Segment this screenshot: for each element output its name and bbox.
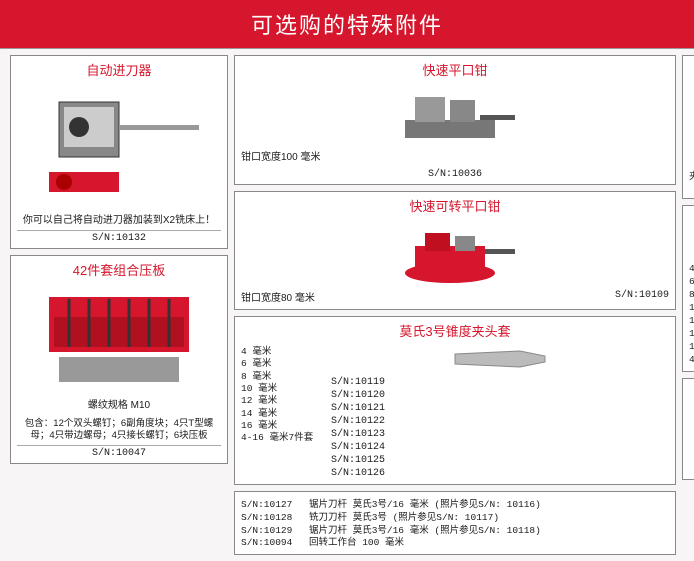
spec-size: 6 毫米 xyxy=(241,358,271,370)
card-title: 立铣刀 xyxy=(689,383,694,402)
spec-size: 10 毫米 xyxy=(241,383,277,395)
ref-text: 铣刀刀杆 莫氏3号 (照片参见S/N: 10117) xyxy=(309,512,499,525)
spec-size: 14 毫米 xyxy=(241,408,277,420)
product-image xyxy=(17,82,221,212)
sn-label: S/N:10122 xyxy=(331,415,385,428)
card-title: 快速可转平口钳 xyxy=(241,196,669,215)
sn-label: S/N:10120 xyxy=(331,389,385,402)
caption: 钳口宽度100 毫米 xyxy=(241,151,320,164)
card-title: 42件套组合压板 xyxy=(17,260,221,279)
spec-size: 4 毫米 xyxy=(241,346,271,358)
sn-label: S/N:10036 xyxy=(241,167,669,180)
spec-size: 12 毫米 xyxy=(241,395,277,407)
card-hss: HSS键槽铣刀 4 毫米S/N:10038 6 毫米S/N:10039 8 毫米… xyxy=(682,205,694,372)
card-vise-swivel: 快速可转平口钳 钳口宽度80 毫米 S/N:10109 xyxy=(234,191,676,310)
spec-list: 4 毫米S/N:10038 6 毫米S/N:10039 8 毫米S/N:1004… xyxy=(689,263,694,367)
sn-label: S/N:10121 xyxy=(331,402,385,415)
spec-size: 4 毫米 xyxy=(689,263,694,276)
sn-label: S/N:10046 xyxy=(689,464,694,475)
column-2: 快速平口钳 钳口宽度100 毫米 S/N:10036 快速可转平口钳 xyxy=(234,55,676,555)
columns: 自动进刀器 你可以自己将自动进刀器加装到X2铣床上！ S/N:10132 42件… xyxy=(0,49,694,561)
sn-label: S/N:10119 xyxy=(331,376,385,389)
sn-label: S/N:10125 xyxy=(331,454,385,467)
sn-label: S/N:10109 xyxy=(615,290,669,305)
spec-size: 8 毫米 xyxy=(689,289,694,302)
spec-size: 12 毫米 xyxy=(689,315,694,328)
card-title: 莫氏3号锥度夹头套 xyxy=(241,321,669,340)
card-title: 自动进刀器 xyxy=(17,60,221,79)
sn-list: S/N:10119 S/N:10120 S/N:10121 S/N:10122 … xyxy=(331,376,669,480)
size-list: 4 毫米 6 毫米 8 毫米 10 毫米 12 毫米 14 毫米 16 毫米 4… xyxy=(241,346,323,445)
page-title: 可选购的特殊附件 xyxy=(0,0,694,49)
card-refs: S/N:10127 锯片刀杆 莫氏3号/16 毫米 (照片参见S/N: 10116… xyxy=(234,491,676,555)
ref-text: 回转工作台 100 毫米 xyxy=(309,537,404,550)
card-collet-set: 弹性铣夹头套件 莫氏3号 夹头规格 4,6,8,10,12,14,16 毫米 S… xyxy=(682,55,694,199)
spec-size: 8 毫米 xyxy=(241,371,271,383)
product-image xyxy=(689,407,694,462)
spec-size: 14 毫米 xyxy=(689,328,694,341)
spec-size: 4-16 毫米7件套 xyxy=(689,354,694,367)
product-image xyxy=(331,345,669,373)
sn-label: S/N:10094 xyxy=(241,537,303,550)
card-morse-sleeve: 莫氏3号锥度夹头套 4 毫米 6 毫米 8 毫米 10 毫米 12 毫米 14 … xyxy=(234,316,676,485)
ref-text: 锯片刀杆 莫氏3号/16 毫米 (照片参见S/N: 10118) xyxy=(309,525,541,538)
card-title: HSS键槽铣刀 xyxy=(689,210,694,229)
sn-label: S/N:10129 xyxy=(241,525,303,538)
card-endmill: 立铣刀 莫氏3号 30 毫米 S/N:10046 xyxy=(682,378,694,480)
sn-label: S/N:10128 xyxy=(241,512,303,525)
sn-label: S/N:10124 xyxy=(331,441,385,454)
note: 莫氏3号 xyxy=(689,154,694,169)
sn-label: S/N:10037 xyxy=(689,183,694,194)
product-image xyxy=(241,82,669,147)
ref-text: 锯片刀杆 莫氏3号/16 毫米 (照片参见S/N: 10116) xyxy=(309,499,541,512)
card-title: 弹性铣夹头套件 xyxy=(689,60,694,79)
product-image xyxy=(241,218,669,288)
sn-label: S/N:10127 xyxy=(241,499,303,512)
spec-size: 10 毫米 xyxy=(689,302,694,315)
column-1: 自动进刀器 你可以自己将自动进刀器加装到X2铣床上！ S/N:10132 42件… xyxy=(10,55,228,555)
spec-size: 16 毫米 xyxy=(689,341,694,354)
ref-list: S/N:10127 锯片刀杆 莫氏3号/16 毫米 (照片参见S/N: 10116… xyxy=(241,499,669,550)
card-vise-fast: 快速平口钳 钳口宽度100 毫米 S/N:10036 xyxy=(234,55,676,185)
spec-size: 16 毫米 xyxy=(241,420,277,432)
sn-label: S/N:10047 xyxy=(17,445,221,459)
product-image xyxy=(17,282,221,397)
caption: 钳口宽度80 毫米 xyxy=(241,292,315,305)
card-autofeed: 自动进刀器 你可以自己将自动进刀器加装到X2铣床上！ S/N:10132 xyxy=(10,55,228,249)
column-3: 弹性铣夹头套件 莫氏3号 夹头规格 4,6,8,10,12,14,16 毫米 S… xyxy=(682,55,694,555)
sn-label: S/N:10123 xyxy=(331,428,385,441)
caption: 你可以自己将自动进刀器加装到X2铣床上！ xyxy=(17,214,221,227)
caption: 夹头规格 4,6,8,10,12,14,16 毫米 xyxy=(689,171,694,183)
spec-size: 4-16 毫米7件套 xyxy=(241,432,313,444)
sn-label: S/N:10126 xyxy=(331,467,385,480)
product-image xyxy=(689,232,694,260)
product-image xyxy=(689,82,694,152)
caption: 螺纹规格 M10 xyxy=(17,399,221,412)
card-clampset: 42件套组合压板 螺纹规格 M10 包含：12个双头螺钉；6副角度块；4只T型螺… xyxy=(10,255,228,464)
spec-size: 6 毫米 xyxy=(689,276,694,289)
card-title: 快速平口钳 xyxy=(241,60,669,79)
sn-label: S/N:10132 xyxy=(17,230,221,244)
caption-detail: 包含：12个双头螺钉；6副角度块；4只T型螺母；4只带边螺母；4只接长螺钉；6块… xyxy=(17,418,221,442)
